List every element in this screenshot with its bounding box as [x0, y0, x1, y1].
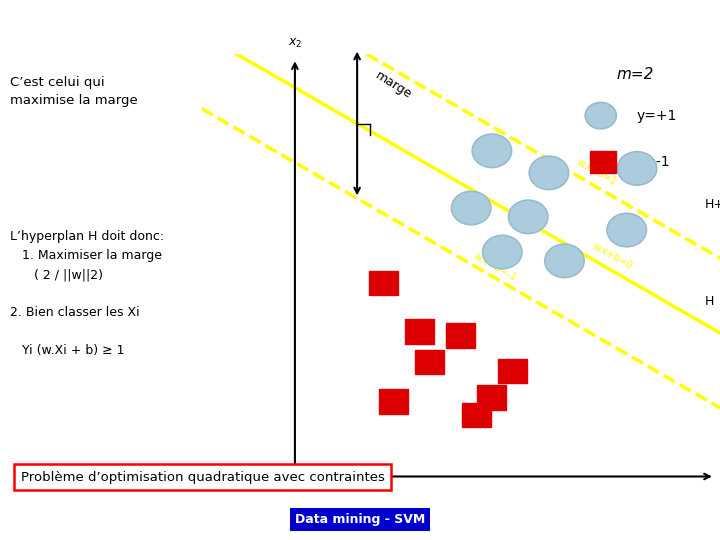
- Circle shape: [607, 213, 647, 247]
- Text: y=-1: y=-1: [637, 155, 671, 169]
- Circle shape: [545, 244, 584, 278]
- Text: $x_2$: $x_2$: [288, 37, 302, 50]
- Text: A.Djeffal (UMKB): A.Djeffal (UMKB): [42, 513, 160, 526]
- Text: w.x+b=1: w.x+b=1: [575, 157, 618, 187]
- Text: L’hyperplan H doit donc:
   1. Maximiser la marge
      ( 2 / ||w||2)

2. Bien c: L’hyperplan H doit donc: 1. Maximiser la…: [10, 230, 164, 357]
- Bar: [379, 389, 408, 414]
- Text: SVM - Principe: SVM - Principe: [11, 12, 261, 42]
- Text: 4/18: 4/18: [654, 513, 685, 526]
- Bar: [369, 271, 397, 295]
- Text: w.x+b=-1: w.x+b=-1: [471, 251, 518, 283]
- Bar: [498, 359, 527, 383]
- Text: H: H: [704, 295, 714, 308]
- Bar: [477, 385, 506, 410]
- Circle shape: [482, 235, 522, 269]
- Text: H+: H+: [704, 198, 720, 211]
- Text: Data mining - SVM: Data mining - SVM: [295, 513, 425, 526]
- Circle shape: [451, 191, 491, 225]
- Text: y=+1: y=+1: [637, 109, 678, 123]
- Bar: [590, 151, 616, 173]
- Text: w.x+b=0: w.x+b=0: [590, 241, 634, 271]
- Text: m=2: m=2: [616, 67, 654, 82]
- Circle shape: [472, 134, 512, 167]
- Text: 2012/2013: 2012/2013: [510, 513, 585, 526]
- Text: C’est celui qui
maximise la marge: C’est celui qui maximise la marge: [10, 76, 138, 107]
- Circle shape: [529, 156, 569, 190]
- Circle shape: [617, 152, 657, 185]
- Bar: [415, 350, 444, 374]
- Bar: [446, 323, 475, 348]
- Circle shape: [508, 200, 548, 234]
- Bar: [462, 402, 491, 427]
- Text: marge: marge: [373, 69, 414, 102]
- Text: Problème d’optimisation quadratique avec contraintes: Problème d’optimisation quadratique avec…: [21, 471, 384, 484]
- Circle shape: [585, 103, 616, 129]
- Bar: [405, 319, 434, 343]
